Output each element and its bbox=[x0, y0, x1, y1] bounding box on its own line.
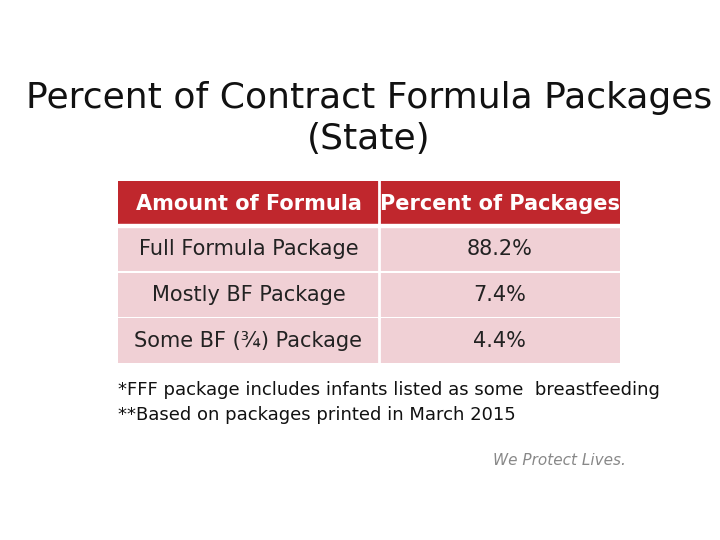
Text: Percent of Contract Formula Packages
(State): Percent of Contract Formula Packages (St… bbox=[26, 82, 712, 156]
Text: Some BF (¾) Package: Some BF (¾) Package bbox=[135, 330, 362, 350]
FancyBboxPatch shape bbox=[118, 273, 620, 317]
Text: 4.4%: 4.4% bbox=[473, 330, 526, 350]
Text: Percent of Packages: Percent of Packages bbox=[379, 194, 620, 214]
FancyBboxPatch shape bbox=[118, 227, 620, 272]
Text: Amount of Formula: Amount of Formula bbox=[135, 194, 361, 214]
Text: We Protect Lives.: We Protect Lives. bbox=[492, 453, 626, 468]
FancyBboxPatch shape bbox=[118, 181, 620, 227]
FancyBboxPatch shape bbox=[118, 319, 620, 363]
Text: 7.4%: 7.4% bbox=[473, 285, 526, 305]
Text: Mostly BF Package: Mostly BF Package bbox=[152, 285, 346, 305]
Text: 88.2%: 88.2% bbox=[467, 239, 533, 259]
Text: *FFF package includes infants listed as some  breastfeeding
**Based on packages : *FFF package includes infants listed as … bbox=[118, 381, 660, 424]
Text: Full Formula Package: Full Formula Package bbox=[139, 239, 359, 259]
Polygon shape bbox=[0, 460, 8, 540]
